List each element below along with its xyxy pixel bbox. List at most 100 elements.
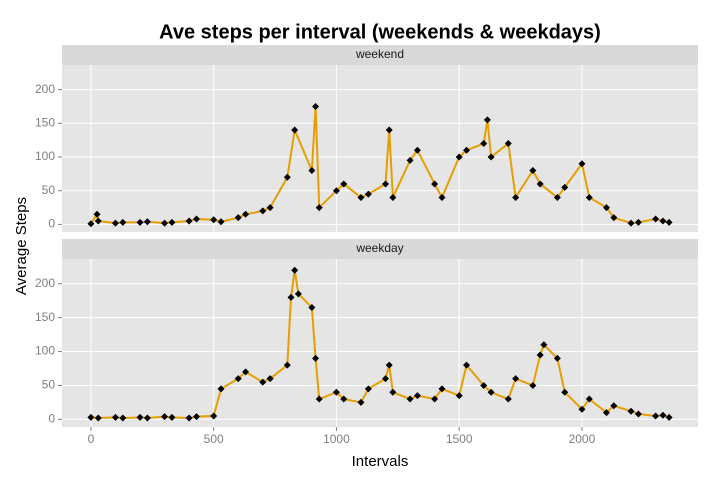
data-point bbox=[382, 180, 390, 188]
data-point bbox=[364, 385, 372, 393]
y-tick-label: 50 bbox=[42, 378, 56, 392]
y-tick-label: 50 bbox=[42, 183, 56, 197]
data-point bbox=[87, 220, 95, 228]
x-tick-label: 0 bbox=[88, 432, 95, 446]
data-point bbox=[210, 412, 218, 420]
data-point bbox=[385, 126, 393, 134]
data-point bbox=[665, 218, 673, 226]
data-point bbox=[185, 414, 193, 422]
data-point bbox=[143, 414, 151, 422]
data-point bbox=[291, 266, 299, 274]
data-point bbox=[161, 413, 169, 421]
data-point bbox=[340, 180, 348, 188]
data-point bbox=[610, 402, 618, 410]
panel bbox=[62, 65, 698, 232]
data-point bbox=[413, 146, 421, 154]
data-point bbox=[294, 290, 302, 298]
data-point bbox=[512, 375, 520, 383]
data-point bbox=[161, 219, 169, 227]
data-point bbox=[332, 388, 340, 396]
y-tick-label: 200 bbox=[35, 276, 55, 290]
data-point bbox=[634, 410, 642, 418]
data-point bbox=[578, 160, 586, 168]
data-point bbox=[266, 375, 274, 383]
data-point bbox=[234, 214, 242, 222]
x-axis-label: Intervals bbox=[352, 453, 409, 470]
data-point bbox=[217, 218, 225, 226]
x-tick-label: 1000 bbox=[323, 432, 350, 446]
data-point bbox=[192, 413, 200, 421]
data-point bbox=[553, 354, 561, 362]
data-point bbox=[87, 413, 95, 421]
data-point bbox=[487, 153, 495, 161]
data-point bbox=[634, 218, 642, 226]
data-point bbox=[315, 395, 323, 403]
data-point bbox=[283, 173, 291, 181]
data-point bbox=[283, 361, 291, 369]
y-tick-label: 100 bbox=[35, 149, 55, 163]
data-point bbox=[463, 146, 471, 154]
data-point bbox=[111, 413, 119, 421]
data-point bbox=[406, 395, 414, 403]
data-point bbox=[438, 193, 446, 201]
data-point bbox=[291, 126, 299, 134]
data-point bbox=[553, 193, 561, 201]
data-point bbox=[185, 217, 193, 225]
data-point bbox=[143, 218, 151, 226]
data-point bbox=[431, 395, 439, 403]
data-point bbox=[340, 395, 348, 403]
data-point bbox=[357, 193, 365, 201]
data-point bbox=[413, 392, 421, 400]
data-point bbox=[94, 414, 102, 422]
data-point bbox=[357, 398, 365, 406]
data-point bbox=[504, 395, 512, 403]
x-tick-label: 500 bbox=[204, 432, 224, 446]
data-point bbox=[312, 102, 320, 110]
strip-label: weekday bbox=[355, 241, 403, 255]
data-point bbox=[487, 388, 495, 396]
data-point bbox=[242, 210, 250, 218]
data-point bbox=[610, 214, 618, 222]
data-point bbox=[512, 193, 520, 201]
data-point bbox=[389, 193, 397, 201]
strip bbox=[62, 239, 698, 259]
data-point bbox=[168, 218, 176, 226]
data-point bbox=[406, 156, 414, 164]
strip bbox=[62, 45, 698, 65]
strip-label: weekend bbox=[355, 47, 404, 61]
data-point bbox=[385, 361, 393, 369]
data-point bbox=[308, 166, 316, 174]
data-point bbox=[529, 166, 537, 174]
data-point bbox=[561, 183, 569, 191]
data-point bbox=[431, 180, 439, 188]
data-point bbox=[455, 153, 463, 161]
x-tick-label: 1500 bbox=[446, 432, 473, 446]
data-point bbox=[119, 414, 127, 422]
data-point bbox=[504, 140, 512, 148]
y-tick-label: 0 bbox=[48, 217, 55, 231]
data-point bbox=[480, 140, 488, 148]
data-point bbox=[659, 411, 667, 419]
data-point bbox=[602, 204, 610, 212]
data-point bbox=[111, 219, 119, 227]
data-point bbox=[287, 293, 295, 301]
chart-title: Ave steps per interval (weekends & weekd… bbox=[159, 21, 601, 43]
data-point bbox=[536, 351, 544, 359]
data-point bbox=[210, 216, 218, 224]
data-point bbox=[312, 354, 320, 362]
data-point bbox=[234, 375, 242, 383]
data-point bbox=[266, 204, 274, 212]
data-point bbox=[602, 409, 610, 417]
data-point bbox=[652, 412, 660, 420]
y-tick-label: 0 bbox=[48, 412, 55, 426]
data-point bbox=[192, 215, 200, 223]
data-point bbox=[94, 217, 102, 225]
data-point bbox=[529, 381, 537, 389]
data-point bbox=[308, 303, 316, 311]
data-point bbox=[259, 207, 267, 215]
y-axis-label: Average Steps bbox=[13, 197, 30, 295]
y-tick-label: 150 bbox=[35, 310, 55, 324]
data-point bbox=[540, 341, 548, 349]
data-point bbox=[480, 381, 488, 389]
